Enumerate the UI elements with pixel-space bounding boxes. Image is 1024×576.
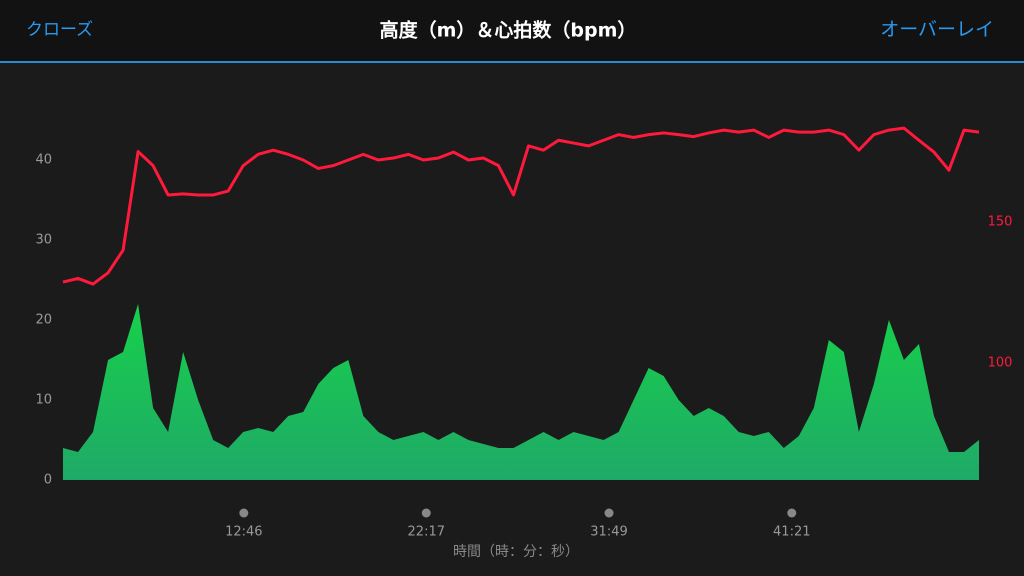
close-button[interactable]: クローズ bbox=[26, 20, 93, 40]
x-tick-label: 12:46 bbox=[225, 525, 262, 540]
y-tick-label: 0 bbox=[44, 473, 52, 488]
overlay-button[interactable]: オーバーレイ bbox=[880, 19, 994, 41]
header-bar bbox=[0, 0, 1024, 62]
altitude-area bbox=[63, 304, 979, 480]
x-tick-dot bbox=[787, 508, 797, 518]
title: 高度（m）＆心拍数（bpm） bbox=[380, 19, 637, 42]
heart-rate-line bbox=[62, 126, 980, 286]
x-axis-label: 時間（時：分：秒） bbox=[453, 544, 579, 560]
y-tick-label: 40 bbox=[35, 153, 52, 168]
y2-tick-label: 100 bbox=[988, 355, 1013, 370]
x-tick-label: 41:21 bbox=[773, 525, 810, 540]
x-tick-dot bbox=[421, 508, 431, 518]
y-tick-label: 30 bbox=[35, 233, 52, 248]
x-tick-label: 22:17 bbox=[408, 525, 445, 540]
x-tick-label: 31:49 bbox=[590, 525, 627, 540]
x-tick-dot bbox=[239, 508, 249, 518]
header-divider bbox=[0, 61, 1024, 63]
x-tick-dot bbox=[604, 508, 614, 518]
y-tick-label: 10 bbox=[35, 393, 52, 408]
y-tick-label: 20 bbox=[35, 313, 52, 328]
y2-tick-label: 150 bbox=[988, 215, 1013, 230]
